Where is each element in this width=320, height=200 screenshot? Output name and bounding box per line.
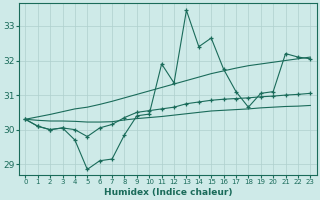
X-axis label: Humidex (Indice chaleur): Humidex (Indice chaleur): [104, 188, 232, 197]
